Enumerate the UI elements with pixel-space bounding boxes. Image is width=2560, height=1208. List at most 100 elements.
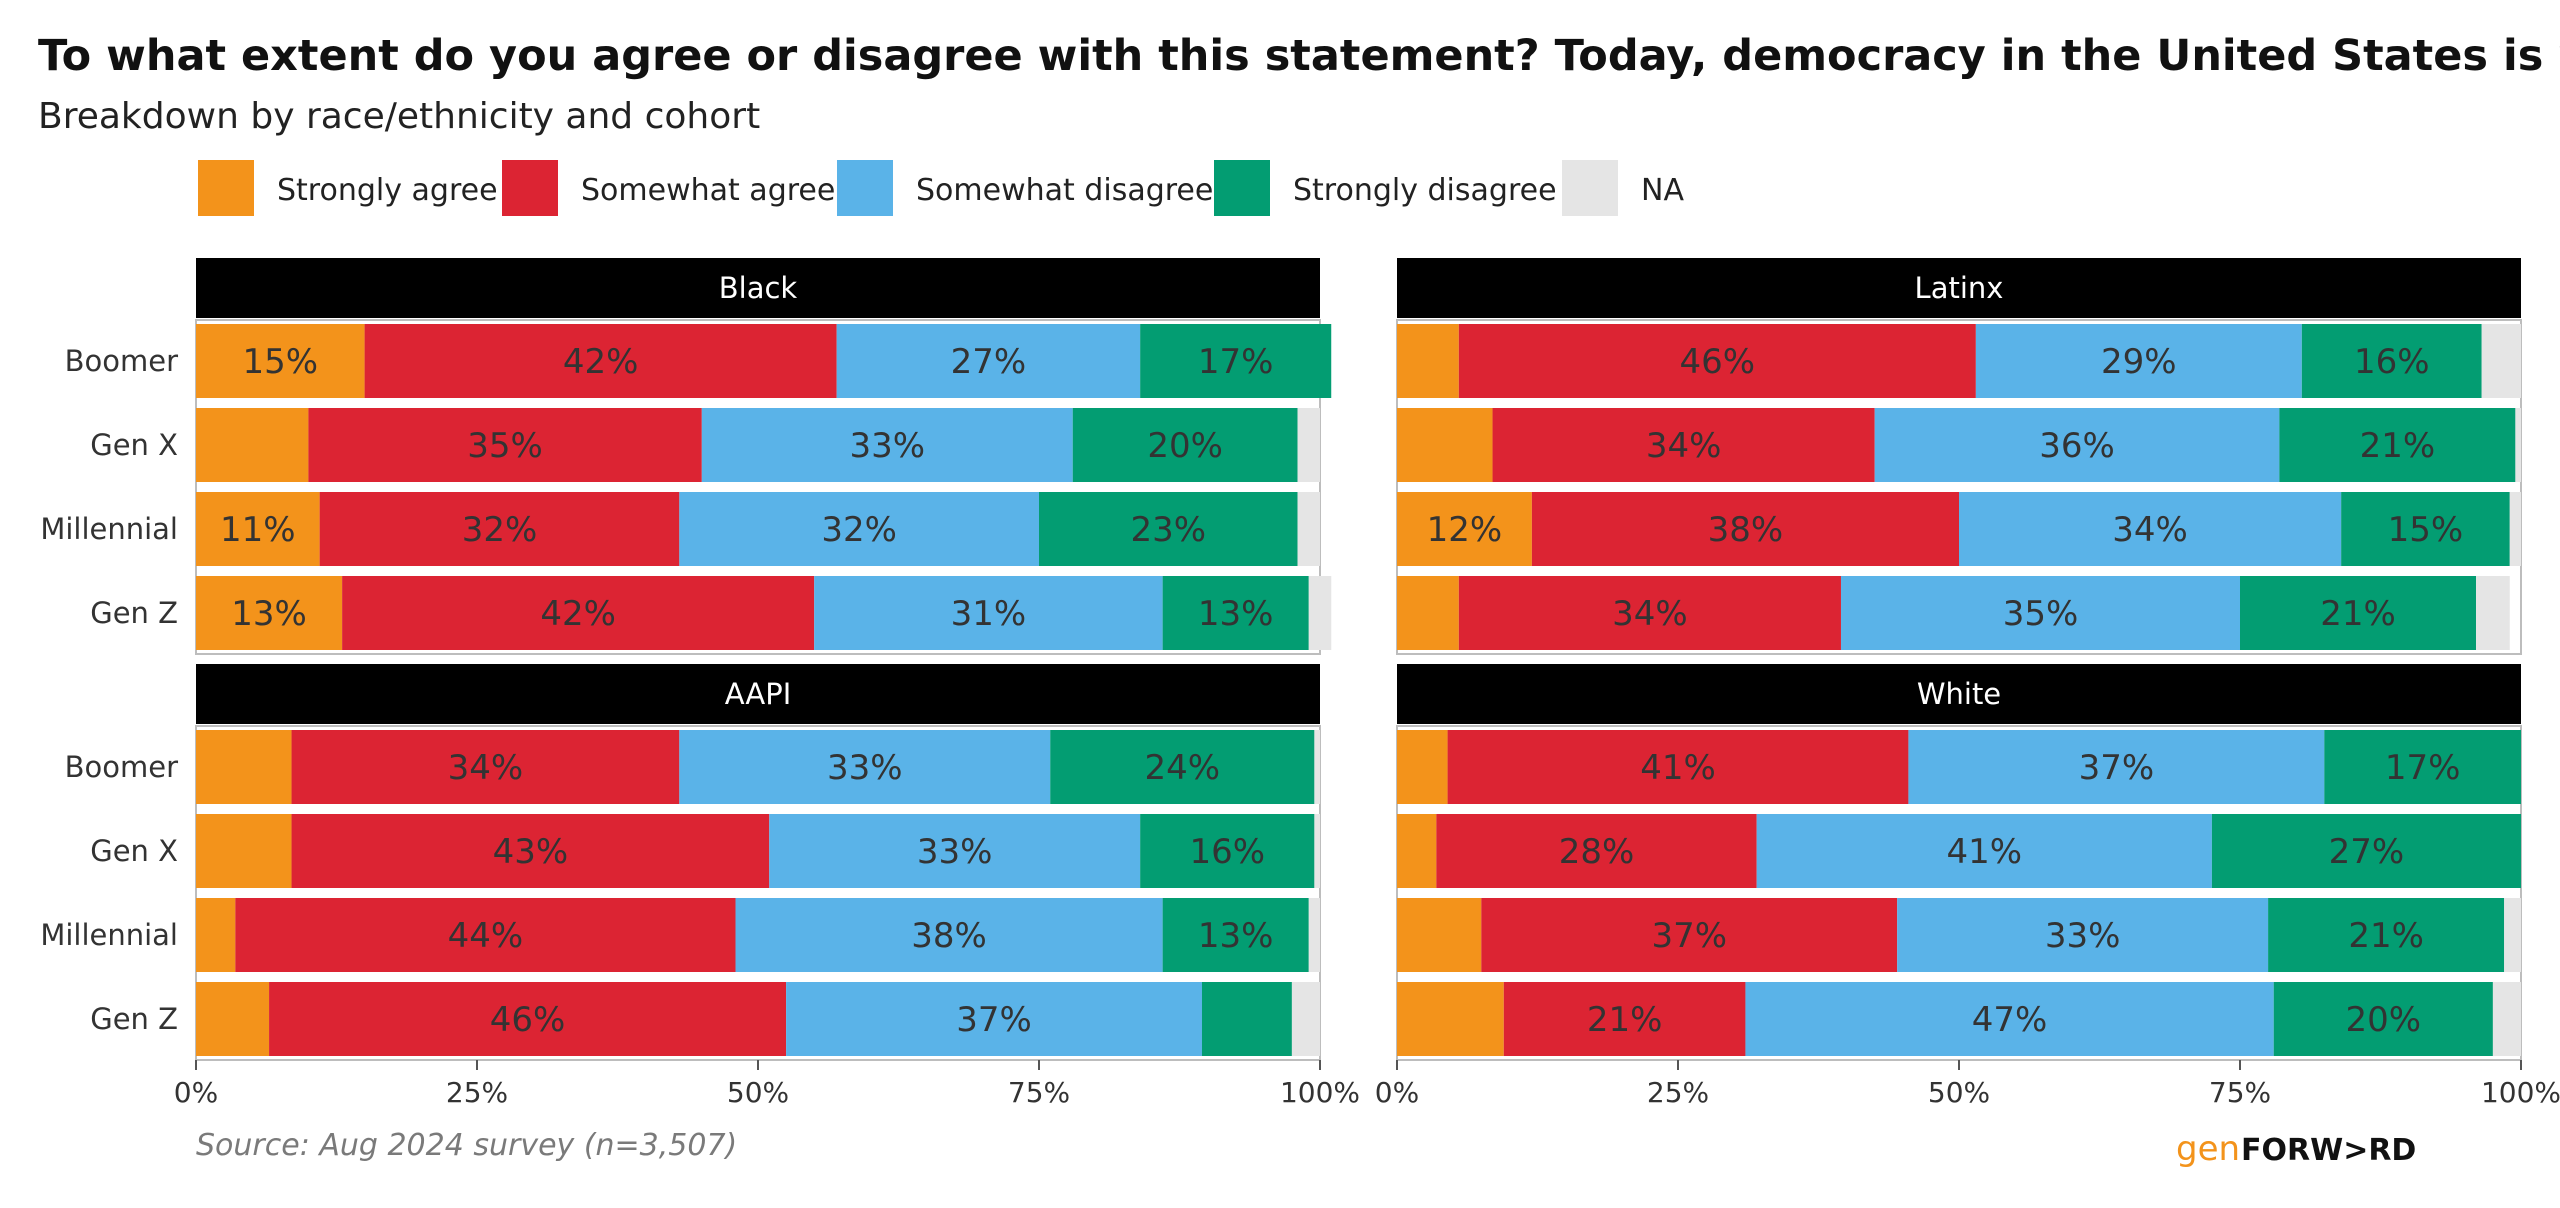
bar-segment	[308, 408, 702, 482]
bar-data-label: 41%	[1640, 748, 1716, 788]
facet-panel: AAPI Boomer 34% 33% 24% Gen X 43% 33% 16% Millenn…	[40, 664, 1360, 1109]
bar-segment	[1458, 576, 1841, 650]
bar-data-label: 34%	[448, 748, 524, 788]
bar-segment	[1397, 576, 1459, 650]
bar-segment	[1745, 982, 2274, 1056]
bar-data-label: 37%	[1651, 916, 1727, 956]
bar-segment	[1874, 408, 2280, 482]
bar-segment	[1436, 814, 1757, 888]
bar-data-label: 20%	[2346, 1000, 2422, 1040]
bar-segment	[196, 492, 320, 566]
bar-data-label: 35%	[2003, 594, 2079, 634]
row-label: Gen Z	[90, 1002, 178, 1036]
bar-data-label: 11%	[220, 510, 296, 550]
bar-data-label: 38%	[1708, 510, 1784, 550]
bar-segment	[1897, 898, 2269, 972]
bar-segment	[2481, 324, 2521, 398]
bar-segment	[269, 982, 787, 1056]
bar-segment	[735, 898, 1163, 972]
bar-segment	[2279, 408, 2516, 482]
bar-segment	[2301, 324, 2482, 398]
bar-segment	[196, 898, 236, 972]
bar-data-label: 46%	[490, 1000, 566, 1040]
logo-forward-text: FORW>RD	[2241, 1133, 2416, 1168]
bar-segment	[1447, 730, 1909, 804]
bar-segment	[235, 898, 736, 972]
row-label: Gen Z	[90, 596, 178, 630]
bar-segment	[2476, 576, 2510, 650]
bar-segment	[1397, 982, 1504, 1056]
bar-segment	[1039, 492, 1298, 566]
bar-segment	[1756, 814, 2212, 888]
bar-segment	[1458, 324, 1976, 398]
legend-item: Somewhat agree	[502, 160, 835, 216]
bar-segment	[701, 408, 1073, 482]
x-tick-label: 100%	[1280, 1076, 1360, 1109]
bar-data-label: 15%	[2388, 510, 2464, 550]
bar-segment	[291, 730, 680, 804]
facet-strip	[196, 664, 1320, 724]
legend-label: Somewhat disagree	[916, 173, 1213, 208]
bar-data-label: 13%	[231, 594, 307, 634]
bar-data-label: 21%	[1587, 1000, 1663, 1040]
bar-data-label: 28%	[1559, 832, 1635, 872]
bar-segment	[1308, 898, 1320, 972]
bar-data-label: 34%	[1612, 594, 1688, 634]
bar-data-label: 23%	[1130, 510, 1206, 550]
bar-segment	[1397, 898, 1482, 972]
bar-segment	[196, 408, 309, 482]
bar-data-label: 20%	[1147, 426, 1223, 466]
bar-data-label: 15%	[243, 342, 319, 382]
bar-segment	[196, 730, 292, 804]
bar-data-label: 12%	[1427, 510, 1503, 550]
facet-panels: Black Boomer 15% 42% 27% 17% Gen X 35% 33% 20% Mil…	[40, 258, 2560, 1109]
bar-segment	[1397, 408, 1493, 482]
legend-item: NA	[1562, 160, 1684, 216]
facet-strip	[196, 258, 1320, 318]
bar-segment	[1397, 492, 1532, 566]
bar-segment	[1503, 982, 1746, 1056]
bar-data-label: 32%	[462, 510, 538, 550]
bar-data-label: 13%	[1198, 594, 1274, 634]
bar-segment	[1308, 576, 1332, 650]
bar-data-label: 34%	[2112, 510, 2188, 550]
bar-segment	[1162, 576, 1309, 650]
bar-data-label: 47%	[1972, 1000, 2048, 1040]
bar-segment	[2504, 898, 2521, 972]
bar-segment	[1908, 730, 2325, 804]
bar-data-label: 38%	[911, 916, 987, 956]
facet-label: AAPI	[725, 677, 792, 711]
facet-panel: Latinx 46% 29% 16% 34% 36% 21% 12% 38% 34% 15% 34% 3…	[1396, 258, 2522, 655]
bar-data-label: 31%	[951, 594, 1027, 634]
bar-segment	[1959, 492, 2342, 566]
bar-data-label: 33%	[827, 748, 903, 788]
bar-data-label: 42%	[563, 342, 639, 382]
legend-swatch	[837, 160, 893, 216]
bar-segment	[1397, 324, 1459, 398]
x-tick-label: 75%	[2209, 1076, 2271, 1109]
bar-segment	[679, 492, 1039, 566]
legend-label: Strongly agree	[277, 173, 498, 208]
bar-segment	[679, 730, 1051, 804]
bar-segment	[319, 492, 680, 566]
facet-label: White	[1917, 677, 2001, 711]
bar-segment	[364, 324, 837, 398]
chart-title: To what extent do you agree or disagree …	[38, 31, 2560, 81]
bar-segment	[196, 982, 270, 1056]
bar-segment	[1140, 324, 1332, 398]
legend-item: Somewhat disagree	[837, 160, 1213, 216]
bar-segment	[2324, 730, 2521, 804]
bar-segment	[2515, 408, 2521, 482]
facet-label: Black	[719, 271, 798, 305]
bar-segment	[814, 576, 1163, 650]
row-label: Gen X	[90, 428, 178, 462]
x-tick-label: 25%	[446, 1076, 508, 1109]
bar-segment	[786, 982, 1202, 1056]
genforward-logo: gen FORW>RD	[2176, 1129, 2416, 1169]
bar-data-label: 43%	[493, 832, 569, 872]
bar-segment	[1314, 730, 1320, 804]
bar-segment	[2509, 492, 2521, 566]
bar-data-label: 37%	[956, 1000, 1032, 1040]
bar-segment	[196, 324, 365, 398]
